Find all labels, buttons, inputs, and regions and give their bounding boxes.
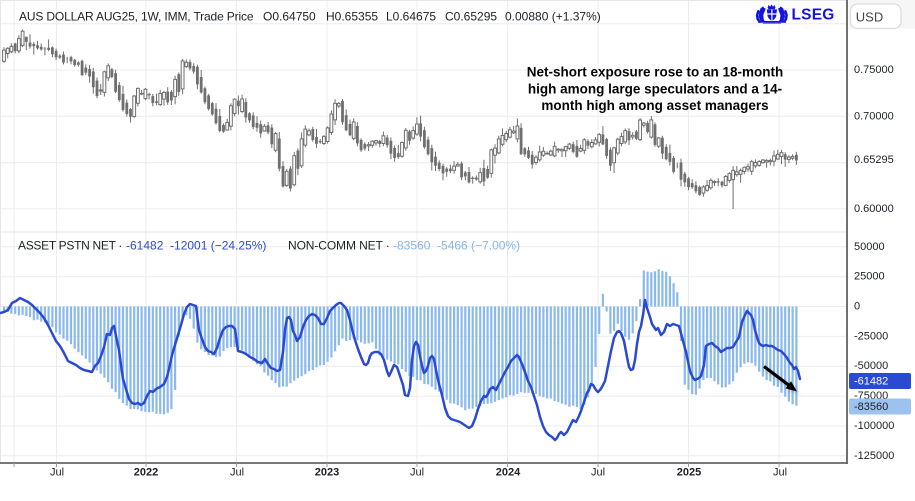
svg-text:-83560 -5466 (−7.00%): -83560 -5466 (−7.00%) [393, 239, 520, 253]
svg-text:-61482: -61482 [854, 376, 888, 388]
svg-text:NON-COMM NET ·: NON-COMM NET · [288, 239, 390, 253]
svg-text:Net-short exposure rose to an: Net-short exposure rose to an 18-month [527, 65, 784, 80]
svg-text:-100000: -100000 [854, 420, 894, 432]
svg-text:LSEG: LSEG [792, 6, 835, 23]
svg-text:-83560: -83560 [854, 401, 888, 413]
svg-text:O0.64750: O0.64750 [263, 10, 316, 24]
svg-text:0: 0 [854, 301, 860, 313]
svg-text:Jul: Jul [591, 467, 605, 479]
svg-text:month high among asset manager: month high among asset managers [541, 98, 768, 113]
svg-text:Jul: Jul [230, 467, 244, 479]
svg-text:0.00880 (+1.37%): 0.00880 (+1.37%) [505, 10, 601, 24]
svg-text:0.70000: 0.70000 [854, 110, 894, 122]
svg-text:-25000: -25000 [854, 330, 888, 342]
svg-text:25000: 25000 [854, 271, 885, 283]
svg-text:-61482 -12001 (−24.25%): -61482 -12001 (−24.25%) [126, 239, 266, 253]
svg-text:0.75000: 0.75000 [854, 64, 894, 76]
svg-text:2024: 2024 [496, 467, 521, 479]
svg-text:high among large speculators a: high among large speculators and a 14- [528, 81, 782, 96]
svg-text:ASSET PSTN NET ·: ASSET PSTN NET · [18, 239, 122, 253]
svg-text:-125000: -125000 [854, 450, 894, 462]
svg-text:H0.65355: H0.65355 [326, 10, 378, 24]
svg-text:2022: 2022 [134, 467, 158, 479]
svg-text:0.65295: 0.65295 [854, 154, 894, 166]
svg-text:-50000: -50000 [854, 360, 888, 372]
svg-text:Jul: Jul [410, 467, 424, 479]
svg-text:0.60000: 0.60000 [854, 203, 894, 215]
svg-text:2023: 2023 [315, 467, 339, 479]
svg-text:50000: 50000 [854, 241, 885, 253]
svg-text:2025: 2025 [677, 467, 701, 479]
svg-text:Jul: Jul [773, 467, 787, 479]
svg-text:USD: USD [856, 9, 883, 24]
svg-text:AUS DOLLAR AUG25, 1W, IMM, Tra: AUS DOLLAR AUG25, 1W, IMM, Trade Price [19, 10, 254, 24]
svg-text:C0.65295: C0.65295 [445, 10, 497, 24]
svg-text:Jul: Jul [50, 467, 64, 479]
svg-text:L0.64675: L0.64675 [386, 10, 436, 24]
